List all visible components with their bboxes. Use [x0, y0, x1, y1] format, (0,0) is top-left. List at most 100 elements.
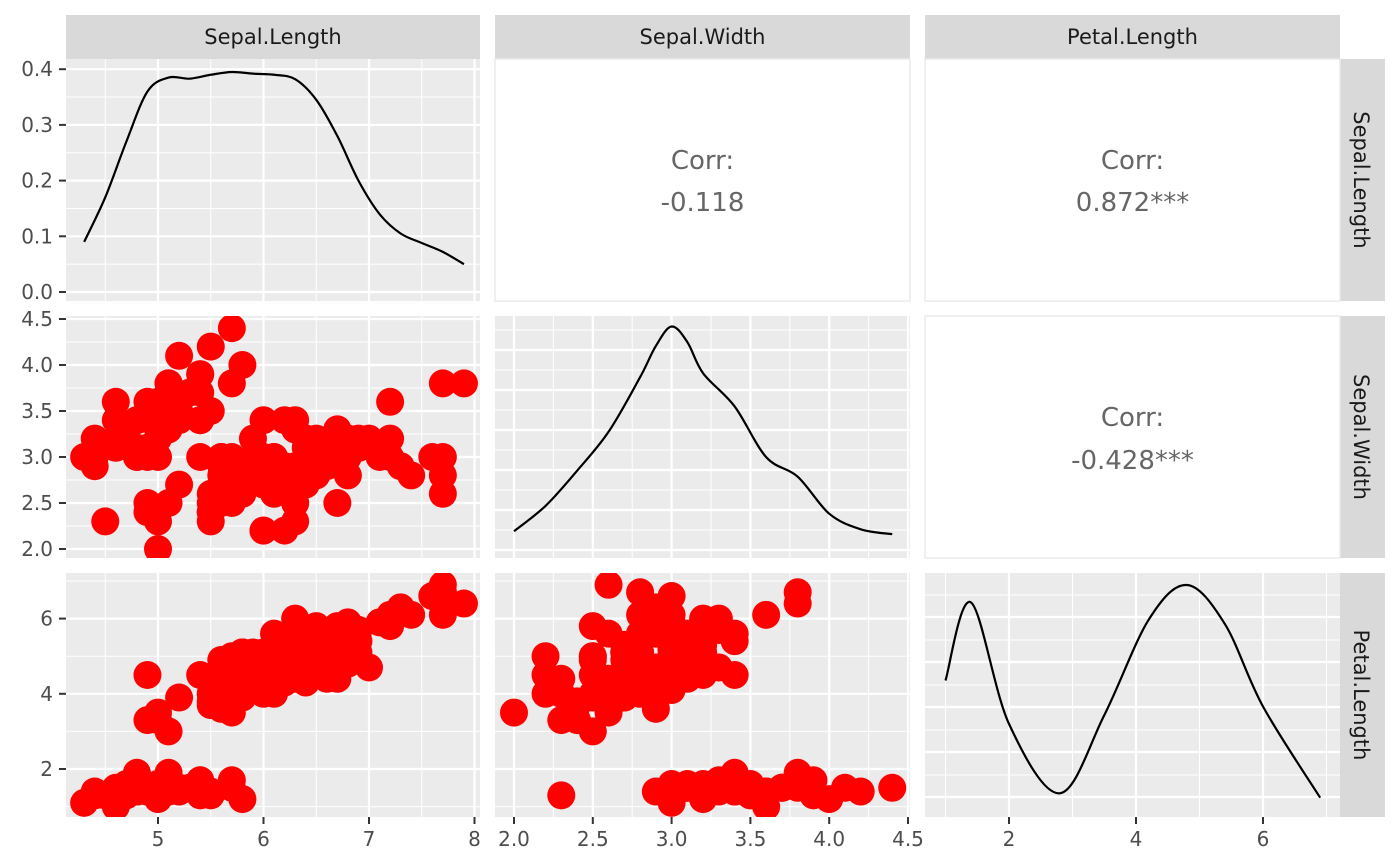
y-tick-label-3-1: 4	[40, 682, 53, 706]
panel-marks-2-1	[70, 316, 478, 558]
point-3-2-135	[657, 600, 686, 629]
column-strip-3-bg	[925, 15, 1340, 59]
point-3-1-45	[122, 777, 151, 806]
point-3-2-149	[657, 638, 686, 667]
corr-label-1-2: Corr:	[671, 146, 734, 176]
y-tick-label-3-0: 2	[40, 757, 53, 781]
panel-3-2	[495, 573, 910, 817]
point-3-1-131	[449, 589, 478, 618]
point-3-1-149	[238, 638, 267, 667]
panel-3-1	[66, 573, 480, 817]
corr-panel-2-3	[924, 315, 1341, 559]
panel-3-3	[925, 573, 1340, 817]
x-tick-label-3-2: 6	[1257, 827, 1270, 851]
corr-label-2-3: Corr:	[1101, 403, 1164, 433]
row-strip-3-label: Petal.Length	[1349, 630, 1373, 761]
point-2-1-135	[428, 443, 457, 471]
y-tick-label-1-1: 0.1	[21, 224, 53, 248]
x-tick-label-2-1: 2.5	[577, 827, 609, 851]
row-strip-1-bg	[1340, 59, 1385, 301]
density-curve-Petal.Length	[944, 583, 1322, 799]
point-3-2-45	[657, 777, 686, 806]
x-tick-label-1-2: 7	[363, 827, 376, 851]
point-2-1-85	[249, 406, 278, 435]
point-2-1-49	[144, 415, 172, 444]
point-3-2-118	[594, 573, 623, 599]
point-2-1-134	[260, 479, 289, 508]
point-3-2-148	[720, 627, 749, 656]
point-3-2-85	[720, 661, 749, 689]
column-strip-2-label: Sepal.Width	[640, 25, 766, 49]
y-tick-label-2-5: 4.5	[21, 307, 53, 331]
corr-panel-1-2	[494, 58, 911, 302]
point-3-2-48	[767, 773, 796, 802]
point-3-2-49	[704, 777, 733, 806]
row-strip-2-label: Sepal.Width	[1349, 374, 1373, 500]
point-2-1-15	[217, 316, 246, 343]
point-2-1-46	[154, 369, 183, 398]
point-2-1-108	[323, 489, 352, 517]
panel-marks-3-1	[70, 573, 478, 817]
point-2-1-147	[302, 443, 331, 471]
column-strip-3-label: Petal.Length	[1067, 25, 1198, 49]
x-tick-label-2-5: 4.5	[892, 827, 924, 851]
point-2-1-32	[165, 341, 194, 370]
point-2-1-84	[186, 443, 215, 471]
point-2-1-45	[122, 443, 151, 471]
panel-marks-2-2	[513, 325, 893, 536]
point-2-1-98	[154, 489, 183, 517]
point-2-1-119	[249, 516, 278, 545]
y-tick-label-1-0: 0.0	[21, 280, 53, 304]
point-2-1-129	[376, 443, 405, 471]
point-3-1-147	[302, 634, 331, 663]
point-3-2-41	[547, 781, 576, 810]
x-tick-label-2-2: 3.0	[656, 827, 688, 851]
point-2-1-131	[449, 369, 478, 398]
corr-value-2-3: -0.428***	[1071, 446, 1194, 476]
panel-background-2-2	[495, 316, 910, 558]
y-tick-label-1-4: 0.4	[21, 57, 53, 81]
point-2-1-144	[323, 415, 352, 444]
panel-2-2	[495, 316, 910, 558]
point-3-1-98	[154, 717, 183, 746]
point-3-2-60	[500, 698, 528, 727]
density-curve-Sepal.Length	[83, 70, 465, 266]
point-3-1-36	[196, 781, 225, 810]
y-tick-label-1-2: 0.2	[21, 169, 53, 193]
point-3-2-134	[594, 619, 623, 648]
x-tick-label-3-0: 2	[1003, 827, 1016, 851]
point-3-1-42	[80, 781, 109, 810]
point-3-2-33	[846, 777, 875, 806]
x-tick-label-2-0: 2.0	[498, 827, 530, 851]
row-strips: Sepal.Length Sepal.Width Petal.Length	[1340, 59, 1385, 817]
point-3-1-129	[376, 612, 405, 641]
corr-label-1-3: Corr:	[1101, 146, 1164, 176]
y-tick-label-2-0: 2.0	[21, 537, 53, 561]
point-3-2-146	[578, 642, 607, 671]
corr-value-1-2: -0.118	[661, 188, 745, 218]
plot-panels	[66, 59, 1340, 817]
corr-panel-1-3	[924, 58, 1341, 302]
column-strip-1-label: Sepal.Length	[204, 25, 341, 49]
point-3-2-122	[626, 578, 655, 607]
point-2-1-117	[428, 369, 457, 398]
point-3-1-49	[144, 777, 172, 806]
panel-2-1	[66, 316, 480, 558]
panel-1-1	[66, 59, 480, 301]
point-3-1-145	[323, 634, 352, 663]
y-tick-label-3-2: 6	[40, 607, 53, 631]
row-strip-2-bg	[1340, 316, 1385, 558]
panel-marks-3-2	[500, 573, 907, 817]
column-strip-2-bg	[495, 15, 910, 59]
y-tick-label-2-1: 2.5	[21, 491, 53, 515]
x-tick-label-1-1: 6	[257, 827, 270, 851]
point-2-1-130	[397, 461, 426, 490]
point-3-1-106	[133, 661, 162, 689]
point-2-1-18	[217, 369, 246, 398]
point-2-1-106	[133, 489, 162, 517]
point-3-1-121	[207, 645, 236, 674]
density-curve-Sepal.Width	[513, 325, 893, 536]
point-2-1-133	[281, 461, 310, 490]
point-3-2-131	[783, 589, 812, 618]
